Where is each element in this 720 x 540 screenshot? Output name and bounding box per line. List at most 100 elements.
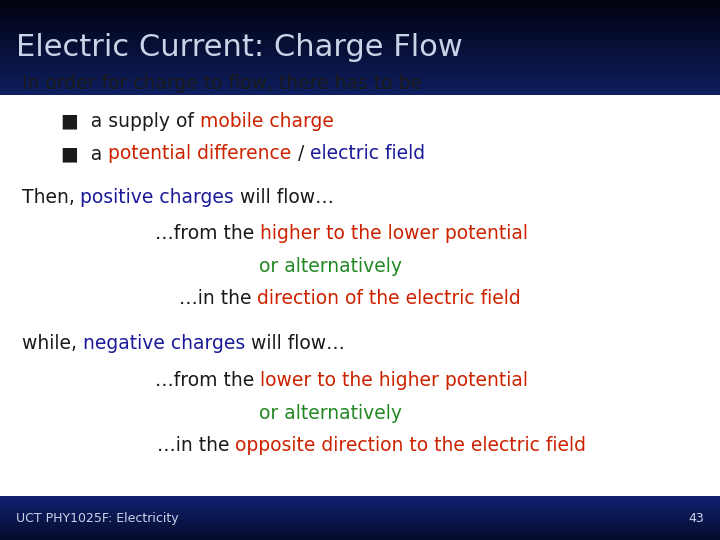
Text: or alternatively: or alternatively	[259, 256, 402, 276]
Bar	[0, 8, 720, 10]
Bar	[0, 521, 720, 522]
Bar	[0, 1, 720, 2]
Text: or alternatively: or alternatively	[259, 403, 402, 423]
Bar	[0, 75, 720, 77]
Bar	[0, 505, 720, 506]
Bar	[0, 515, 720, 516]
Bar	[0, 539, 720, 540]
Bar	[0, 61, 720, 63]
Bar	[0, 69, 720, 71]
Bar	[0, 504, 720, 505]
Text: will flow…: will flow…	[234, 187, 334, 207]
Bar	[0, 57, 720, 59]
Bar	[0, 24, 720, 26]
Bar	[0, 85, 720, 86]
Text: ■  a supply of: ■ a supply of	[61, 112, 200, 131]
Text: UCT PHY1025F: Electricity: UCT PHY1025F: Electricity	[16, 512, 179, 525]
Bar	[0, 534, 720, 535]
Bar	[0, 511, 720, 512]
Bar	[0, 31, 720, 33]
Bar	[0, 530, 720, 531]
Text: higher to the lower potential: higher to the lower potential	[260, 224, 528, 244]
Bar	[0, 519, 720, 521]
Bar	[0, 510, 720, 511]
Bar	[0, 512, 720, 514]
Bar	[0, 76, 720, 78]
Bar	[0, 21, 720, 23]
Bar	[0, 522, 720, 523]
Bar	[0, 65, 720, 68]
Bar	[0, 68, 720, 70]
Bar	[0, 503, 720, 504]
Bar	[0, 513, 720, 514]
Bar	[0, 29, 720, 31]
Bar	[0, 22, 720, 24]
Bar	[0, 11, 720, 13]
Bar	[0, 536, 720, 537]
Text: potential difference: potential difference	[109, 144, 292, 164]
Bar	[0, 519, 720, 520]
Bar	[0, 507, 720, 508]
Bar	[0, 508, 720, 509]
Bar	[0, 537, 720, 538]
Bar	[0, 524, 720, 525]
Bar	[0, 507, 720, 508]
Bar	[0, 530, 720, 531]
Bar	[0, 26, 720, 29]
Bar	[0, 529, 720, 530]
Bar	[0, 518, 720, 519]
Bar	[0, 48, 720, 50]
Bar	[0, 500, 720, 501]
Bar	[0, 86, 720, 87]
Bar	[0, 509, 720, 510]
Bar	[0, 42, 720, 44]
Bar	[0, 19, 720, 21]
Bar	[0, 83, 720, 85]
Bar	[0, 33, 720, 36]
Bar	[0, 58, 720, 60]
Text: will flow…: will flow…	[245, 334, 345, 354]
Bar	[0, 71, 720, 73]
Bar	[0, 32, 720, 34]
Text: mobile charge: mobile charge	[200, 112, 334, 131]
Bar	[0, 93, 720, 94]
Bar	[0, 9, 720, 11]
Text: …in the: …in the	[179, 288, 257, 308]
Text: …from the: …from the	[155, 371, 260, 390]
Bar	[0, 501, 720, 502]
Bar	[0, 54, 720, 56]
Bar	[0, 531, 720, 532]
Bar	[0, 81, 720, 83]
Bar	[0, 501, 720, 502]
Text: opposite direction to the electric field: opposite direction to the electric field	[235, 436, 587, 455]
Bar	[0, 55, 720, 57]
Bar	[0, 531, 720, 532]
Bar	[0, 526, 720, 528]
Bar	[0, 77, 720, 79]
Bar	[0, 506, 720, 507]
Bar	[0, 511, 720, 512]
Text: direction of the electric field: direction of the electric field	[257, 288, 521, 308]
Text: Then,: Then,	[22, 187, 81, 207]
Bar	[0, 517, 720, 518]
Bar	[0, 43, 720, 45]
Bar	[0, 512, 720, 513]
Bar	[0, 525, 720, 526]
Bar	[0, 524, 720, 525]
Bar	[0, 497, 720, 498]
Bar	[0, 14, 720, 15]
Bar	[0, 515, 720, 516]
Bar	[0, 535, 720, 536]
Bar	[0, 2, 720, 4]
Bar	[0, 508, 720, 509]
Bar	[0, 50, 720, 52]
Bar	[0, 45, 720, 47]
Bar	[0, 23, 720, 25]
Bar	[0, 35, 720, 37]
Text: electric field: electric field	[310, 144, 426, 164]
Bar	[0, 37, 720, 39]
Bar	[0, 64, 720, 66]
Bar	[0, 12, 720, 14]
Bar	[0, 60, 720, 62]
Bar	[0, 505, 720, 507]
